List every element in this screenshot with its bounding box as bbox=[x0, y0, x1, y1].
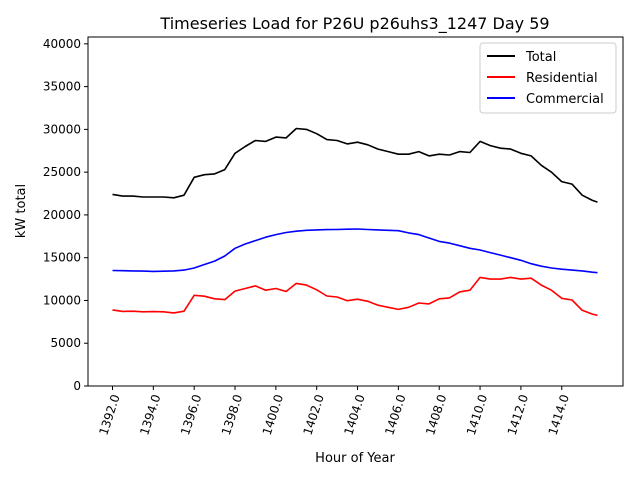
legend: Total Residential Commercial bbox=[479, 42, 617, 114]
x-tick-label: 1410.0 bbox=[464, 393, 490, 437]
series-line-commercial bbox=[112, 228, 598, 274]
y-axis: 0 5000 10000 15000 20000 25000 30000 35000 40000 bbox=[43, 37, 88, 393]
y-tick-label: 35000 bbox=[43, 80, 81, 94]
y-tick-label: 5000 bbox=[50, 336, 81, 350]
y-tick-label: 40000 bbox=[43, 37, 81, 51]
y-tick-label: 20000 bbox=[43, 208, 81, 222]
y-tick-label: 0 bbox=[73, 379, 81, 393]
y-tick-label: 30000 bbox=[43, 122, 81, 136]
x-tick-label: 1408.0 bbox=[423, 393, 449, 437]
x-axis: 1392.0 1394.0 1396.0 1398.0 1400.0 1402.0 1404… bbox=[96, 386, 572, 437]
legend-label: Commercial bbox=[526, 92, 604, 107]
y-tick-label: 15000 bbox=[43, 251, 81, 265]
y-tick-label: 10000 bbox=[43, 293, 81, 307]
x-axis-label: Hour of Year bbox=[315, 451, 395, 466]
plot-frame bbox=[87, 36, 624, 387]
x-tick-label: 1400.0 bbox=[260, 393, 286, 437]
x-tick-label: 1406.0 bbox=[382, 393, 408, 437]
legend-label: Total bbox=[525, 50, 556, 65]
x-tick-label: 1404.0 bbox=[341, 393, 367, 437]
x-tick-label: 1398.0 bbox=[219, 393, 245, 437]
chart-title: Timeseries Load for P26U p26uhs3_1247 Da… bbox=[159, 14, 549, 34]
x-tick-label: 1392.0 bbox=[96, 393, 122, 437]
x-tick-label: 1412.0 bbox=[505, 393, 531, 437]
x-tick-label: 1396.0 bbox=[178, 393, 204, 437]
series-layer bbox=[112, 127, 598, 317]
y-axis-label: kW total bbox=[14, 184, 29, 238]
y-tick-label: 25000 bbox=[43, 165, 81, 179]
legend-label: Residential bbox=[526, 71, 598, 86]
x-tick-label: 1414.0 bbox=[546, 393, 572, 437]
series-line-residential bbox=[112, 276, 598, 317]
legend-box bbox=[479, 42, 617, 114]
x-tick-label: 1394.0 bbox=[137, 393, 163, 437]
series-line-total bbox=[112, 127, 598, 203]
x-tick-label: 1402.0 bbox=[301, 393, 327, 437]
